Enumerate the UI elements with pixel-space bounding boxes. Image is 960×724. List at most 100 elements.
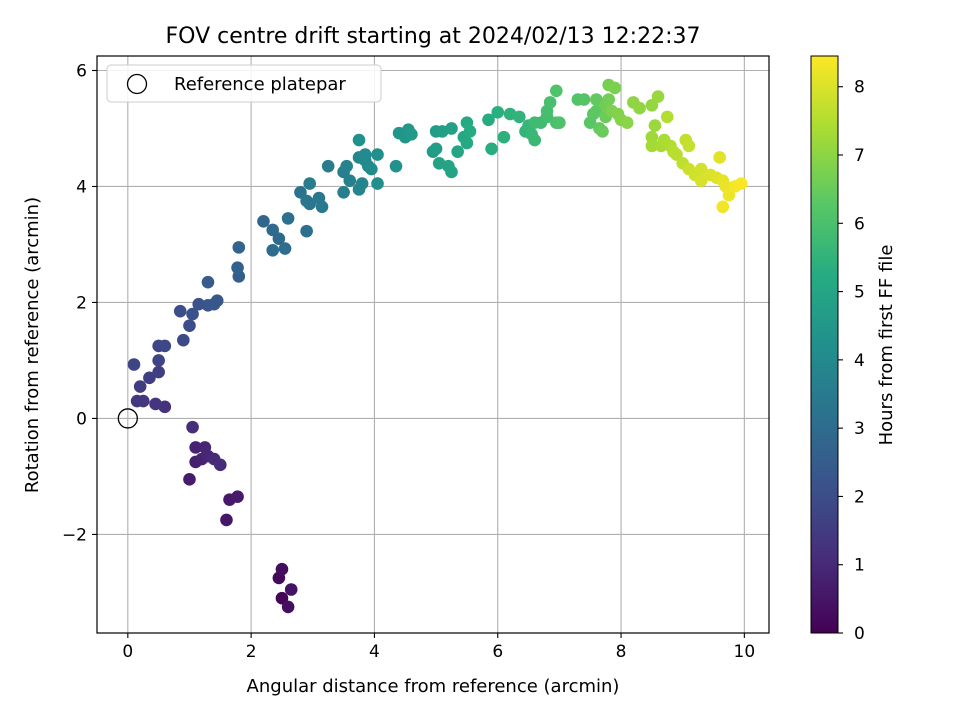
reference-marker-group [117,408,138,429]
data-point [602,93,616,106]
x-tick-label: 4 [369,642,380,662]
colorbar-tick-label: 3 [854,419,865,439]
data-point [281,600,295,614]
data-point [596,125,609,138]
data-point [463,125,477,138]
data-point [651,90,665,103]
data-point [497,130,511,144]
data-point [201,275,215,289]
data-point [358,148,372,161]
x-tick-label: 0 [122,642,133,662]
legend-box [106,64,382,103]
colorbar-tick-label: 4 [854,351,865,371]
x-tick-label: 2 [246,642,257,662]
y-tick-label: 2 [76,293,87,313]
data-point [272,232,286,245]
colorbar-gradient [810,55,839,634]
data-point [340,159,353,173]
data-point [186,420,199,434]
data-point [670,148,683,161]
x-axis-label: Angular distance from reference (arcmin) [247,676,620,697]
data-point [645,130,659,144]
data-point [149,397,162,411]
data-point [405,127,418,141]
data-point [491,105,505,119]
scatter-points [127,78,748,614]
x-axis-ticks: 0 2 4 6 8 10 [122,633,755,662]
data-point [173,304,187,318]
data-point [355,177,369,190]
data-point [451,145,464,158]
data-point [682,139,696,153]
data-point [694,174,708,187]
chart-title: FOV centre drift starting at 2024/02/13 … [166,24,701,49]
data-point [152,365,165,379]
data-point [183,319,196,332]
colorbar-ticks: 0 1 2 3 4 5 6 7 8 [838,78,865,644]
data-point [337,185,350,199]
data-point [183,473,196,486]
data-point [152,354,165,367]
data-point [660,110,674,124]
data-point [300,194,313,208]
data-point [192,297,206,311]
colorbar-tick-label: 0 [854,624,865,644]
reference-platepar-marker [117,408,138,429]
x-tick-label: 10 [734,642,756,662]
data-point [266,223,280,237]
data-point [343,174,357,187]
y-axis-label: Rotation from reference (arcmin) [22,197,43,493]
data-point [214,458,227,472]
y-tick-label: 6 [76,61,87,81]
data-point [275,562,289,576]
colorbar-tick-label: 6 [854,214,865,234]
data-point [177,333,190,347]
data-point [528,133,542,147]
data-point [590,104,603,118]
data-point [158,339,172,353]
data-point [278,242,292,255]
data-point [716,200,730,214]
data-point [231,261,244,274]
data-point [543,96,557,109]
data-point [485,142,498,156]
data-point [143,371,156,385]
data-point [389,159,403,173]
data-point [266,243,280,257]
data-point [284,583,298,596]
data-point [482,113,495,127]
data-point [590,93,603,106]
data-point [300,224,313,238]
data-point [734,177,748,190]
data-point [513,110,526,124]
y-tick-label: 4 [76,177,87,197]
data-point [321,159,335,173]
data-point [445,122,458,135]
data-point [315,200,329,214]
x-tick-label: 8 [616,642,627,662]
plot-area-frame [96,55,770,634]
data-point [648,119,662,132]
data-point [429,142,443,156]
data-point [231,490,244,504]
data-point [550,84,563,98]
data-point [257,214,270,228]
data-point [365,162,378,176]
data-point [460,136,474,150]
colorbar-tick-label: 7 [854,146,865,166]
legend: Reference platepar [106,64,382,103]
colorbar-tick-label: 1 [854,556,865,576]
data-point [694,162,708,176]
colorbar-tick-label: 8 [854,78,865,98]
data-point [210,294,224,308]
colorbar: 0 1 2 3 4 5 6 7 8 Hours from first FF file [810,55,897,644]
data-point [371,177,384,190]
x-tick-label: 6 [492,642,503,662]
data-point [275,591,289,605]
data-point [186,307,199,321]
data-point [303,177,316,190]
y-tick-label: 0 [76,409,87,429]
y-tick-label: −2 [62,525,87,545]
